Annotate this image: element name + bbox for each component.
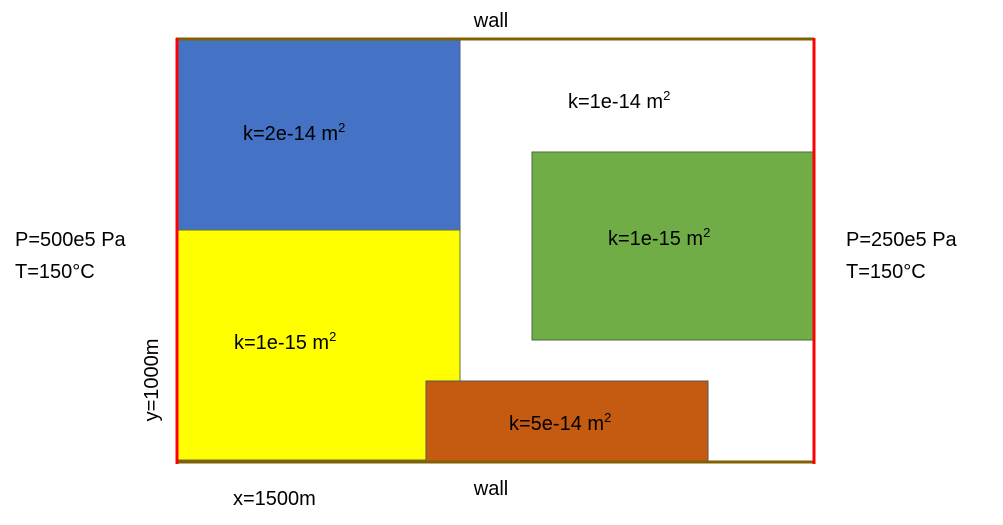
wall-top-label: wall bbox=[473, 10, 508, 32]
wall-bottom-label: wall bbox=[473, 478, 508, 500]
x-dimension-label: x=1500m bbox=[233, 488, 316, 510]
left-pressure-label: P=500e5 Pa bbox=[15, 229, 127, 251]
left-temperature-label: T=150°C bbox=[15, 261, 95, 283]
blue-permeability-label: k=2e-14 m2 bbox=[243, 120, 345, 145]
orange-permeability-label: k=5e-14 m2 bbox=[509, 410, 611, 435]
right-pressure-label: P=250e5 Pa bbox=[846, 229, 958, 251]
green-permeability-label: k=1e-15 m2 bbox=[608, 225, 710, 250]
background-permeability-label: k=1e-14 m2 bbox=[568, 88, 670, 113]
y-dimension-label: y=1000m bbox=[141, 339, 163, 422]
yellow-permeability-label: k=1e-15 m2 bbox=[234, 329, 336, 354]
right-temperature-label: T=150°C bbox=[846, 261, 926, 283]
